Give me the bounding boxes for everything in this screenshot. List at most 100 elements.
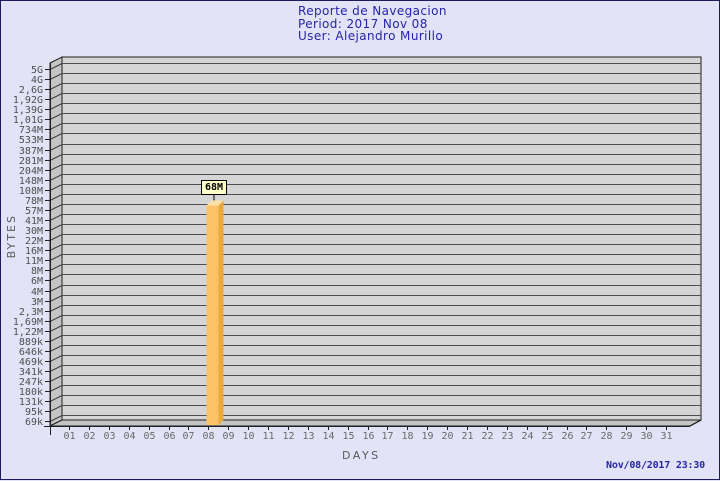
y-tick-label: 8M	[31, 266, 43, 277]
x-tick-label: 05	[143, 431, 155, 442]
x-tick-label: 27	[580, 431, 592, 442]
y-tick-depth-line	[49, 224, 63, 231]
y-tick-depth-line	[49, 405, 63, 412]
x-tick-label: 29	[620, 431, 632, 442]
y-tick-label: 387M	[19, 146, 43, 157]
x-tick-label: 06	[163, 431, 175, 442]
y-tick-depth-line	[49, 113, 63, 120]
y-tick-label: 95k	[25, 407, 43, 418]
x-tick-label: 12	[282, 431, 294, 442]
y-tick-label: 41M	[25, 216, 43, 227]
y-tick-label: 469k	[19, 357, 43, 368]
y-tick-depth-line	[49, 254, 63, 261]
y-tick-label: 281M	[19, 156, 43, 167]
y-tick-depth-line	[49, 164, 63, 171]
y-axis-tick-labels: 5G4G2,6G1,92G1,39G1,01G734M533M387M281M2…	[13, 65, 43, 428]
report-title: Reporte de Navegacion	[298, 4, 447, 18]
x-tick-label: 03	[103, 431, 115, 442]
x-tick-label: 20	[441, 431, 453, 442]
y-tick-depth-line	[49, 174, 63, 181]
y-tick-label: 4M	[31, 287, 43, 298]
y-tick-label: 180k	[19, 387, 43, 398]
x-tick-label: 02	[83, 431, 95, 442]
y-axis-ticks	[45, 63, 63, 422]
y-tick-label: 1,39G	[13, 105, 43, 116]
y-tick-label: 131k	[19, 397, 43, 408]
y-tick-depth-line	[49, 335, 63, 342]
x-axis-tick-labels: 01 02 03 04 05 06 07 08 09 10 11 12 13 14 15 16 17 18 19 20…	[63, 431, 672, 442]
y-tick-depth-line	[49, 214, 63, 221]
report-user: User: Alejandro Murillo	[298, 29, 444, 43]
y-tick-label: 646k	[19, 347, 43, 358]
x-axis-title: DAYS	[342, 449, 381, 462]
y-tick-label: 148M	[19, 176, 43, 187]
y-tick-depth-line	[49, 295, 63, 302]
y-tick-depth-line	[49, 144, 63, 151]
y-tick-depth-line	[49, 123, 63, 130]
x-tick-label: 19	[421, 431, 433, 442]
y-tick-label: 889k	[19, 337, 43, 348]
report-header: Reporte de Navegacion Period: 2017 Nov 0…	[298, 5, 447, 43]
y-tick-label: 108M	[19, 186, 43, 197]
report-period: Period: 2017 Nov 08	[298, 16, 428, 31]
x-tick-label: 13	[302, 431, 314, 442]
x-tick-label: 10	[242, 431, 254, 442]
x-tick-label: 21	[461, 431, 473, 442]
y-tick-depth-line	[49, 264, 63, 271]
y-tick-depth-line	[49, 73, 63, 80]
y-tick-label: 341k	[19, 367, 43, 378]
x-tick-label: 16	[362, 431, 374, 442]
y-tick-label: 2,6G	[19, 85, 43, 96]
y-tick-label: 22M	[25, 236, 43, 247]
x-tick-label: 15	[342, 431, 354, 442]
x-tick-label: 11	[262, 431, 274, 442]
y-tick-depth-line	[49, 345, 63, 352]
y-tick-depth-line	[49, 103, 63, 110]
y-tick-label: 533M	[19, 135, 43, 146]
y-tick-depth-line	[49, 365, 63, 372]
y-tick-label: 6M	[31, 276, 43, 287]
x-tick-label: 22	[481, 431, 493, 442]
y-tick-depth-line	[49, 395, 63, 402]
y-tick-label: 734M	[19, 125, 43, 136]
y-tick-depth-line	[49, 234, 63, 241]
y-tick-depth-line	[49, 184, 63, 191]
axis-lines	[44, 62, 702, 435]
gridlines	[62, 63, 701, 416]
x-tick-label: 25	[541, 431, 553, 442]
y-tick-label: 1,01G	[13, 115, 43, 126]
y-tick-label: 16M	[25, 246, 43, 257]
bottom-wall	[49, 419, 702, 427]
x-tick-label: 08	[202, 431, 214, 442]
x-tick-label: 01	[63, 431, 75, 442]
x-tick-label: 24	[521, 431, 533, 442]
y-tick-depth-line	[49, 93, 63, 100]
y-tick-depth-line	[49, 204, 63, 211]
y-tick-label: 3M	[31, 297, 43, 308]
y-axis-title: BYTES	[5, 214, 18, 259]
y-tick-label: 78M	[25, 196, 43, 207]
y-tick-label: 4G	[31, 75, 43, 86]
x-tick-label: 17	[381, 431, 393, 442]
bar-front-face	[206, 205, 219, 425]
plot-plane-rect	[61, 56, 702, 421]
x-tick-label: 07	[182, 431, 194, 442]
y-tick-label: 69k	[25, 417, 43, 428]
x-tick-label: 09	[222, 431, 234, 442]
generation-timestamp: Nov/08/2017 23:30	[606, 460, 705, 471]
y-tick-depth-line	[49, 325, 63, 332]
plot-plane	[61, 56, 702, 421]
y-tick-label: 1,92G	[13, 95, 43, 106]
y-tick-label: 57M	[25, 206, 43, 217]
data-bar-day-08	[206, 195, 224, 425]
y-tick-label: 1,22M	[13, 327, 43, 338]
y-tick-depth-line	[49, 315, 63, 322]
x-axis-depth-line	[689, 419, 702, 427]
y-tick-label: 2,3M	[19, 307, 43, 318]
x-tick-label: 31	[660, 431, 672, 442]
y-tick-depth-line	[49, 355, 63, 362]
y-tick-depth-line	[49, 415, 63, 422]
y-tick-depth-line	[49, 285, 63, 292]
